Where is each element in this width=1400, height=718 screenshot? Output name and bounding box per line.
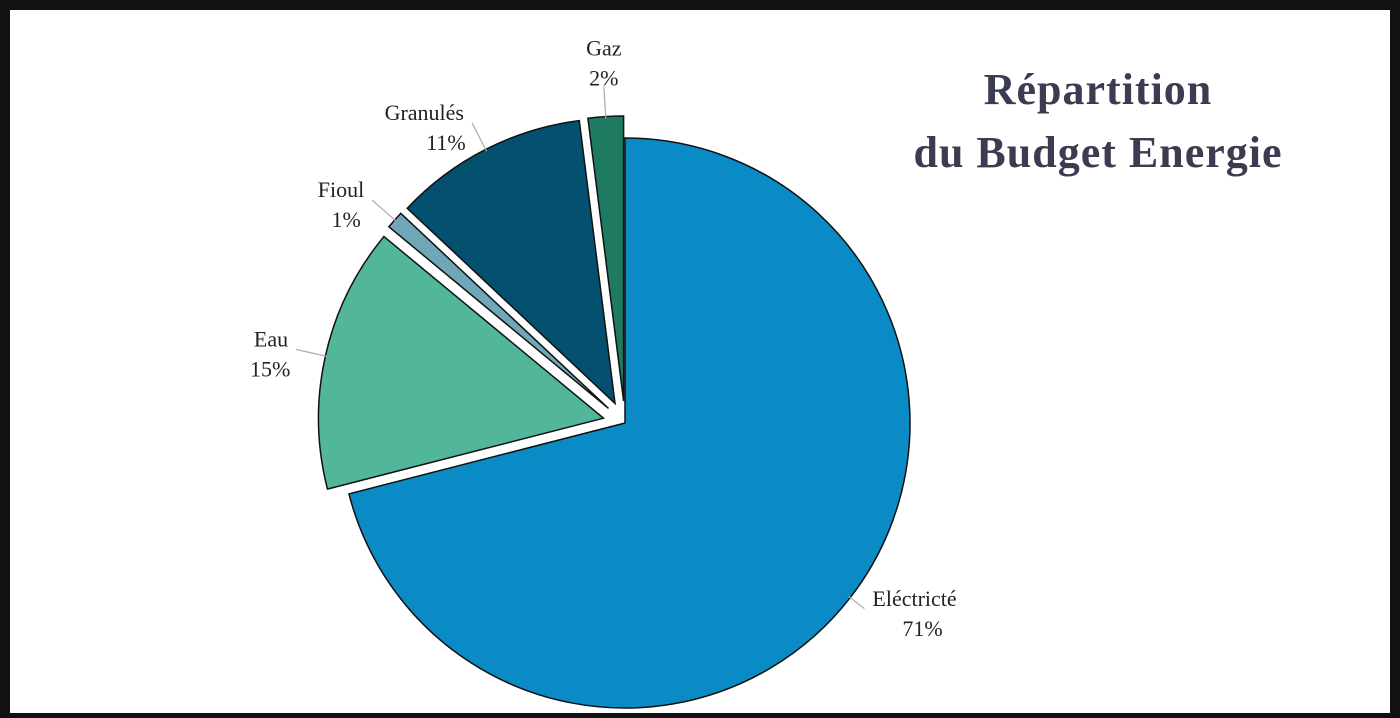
slice-label: Gaz bbox=[586, 36, 622, 61]
slice-label: Fioul bbox=[318, 177, 364, 202]
leader-line bbox=[471, 122, 488, 152]
chart-title: du Budget Energie bbox=[913, 128, 1282, 177]
slice-value-label: 11% bbox=[426, 130, 466, 155]
slice-label: Eau bbox=[254, 327, 288, 352]
slice-value-label: 71% bbox=[902, 616, 942, 641]
leader-line bbox=[848, 595, 865, 610]
slice-value-label: 2% bbox=[589, 66, 618, 91]
slice-label: Granulés bbox=[385, 100, 464, 125]
slice-value-label: 1% bbox=[332, 207, 361, 232]
slice-value-label: 15% bbox=[250, 357, 290, 382]
slice-label: Eléctricté bbox=[872, 586, 956, 611]
leader-line bbox=[603, 86, 607, 119]
leader-line bbox=[371, 199, 397, 222]
leader-line bbox=[295, 348, 328, 358]
chart-title: Répartition bbox=[984, 65, 1213, 114]
